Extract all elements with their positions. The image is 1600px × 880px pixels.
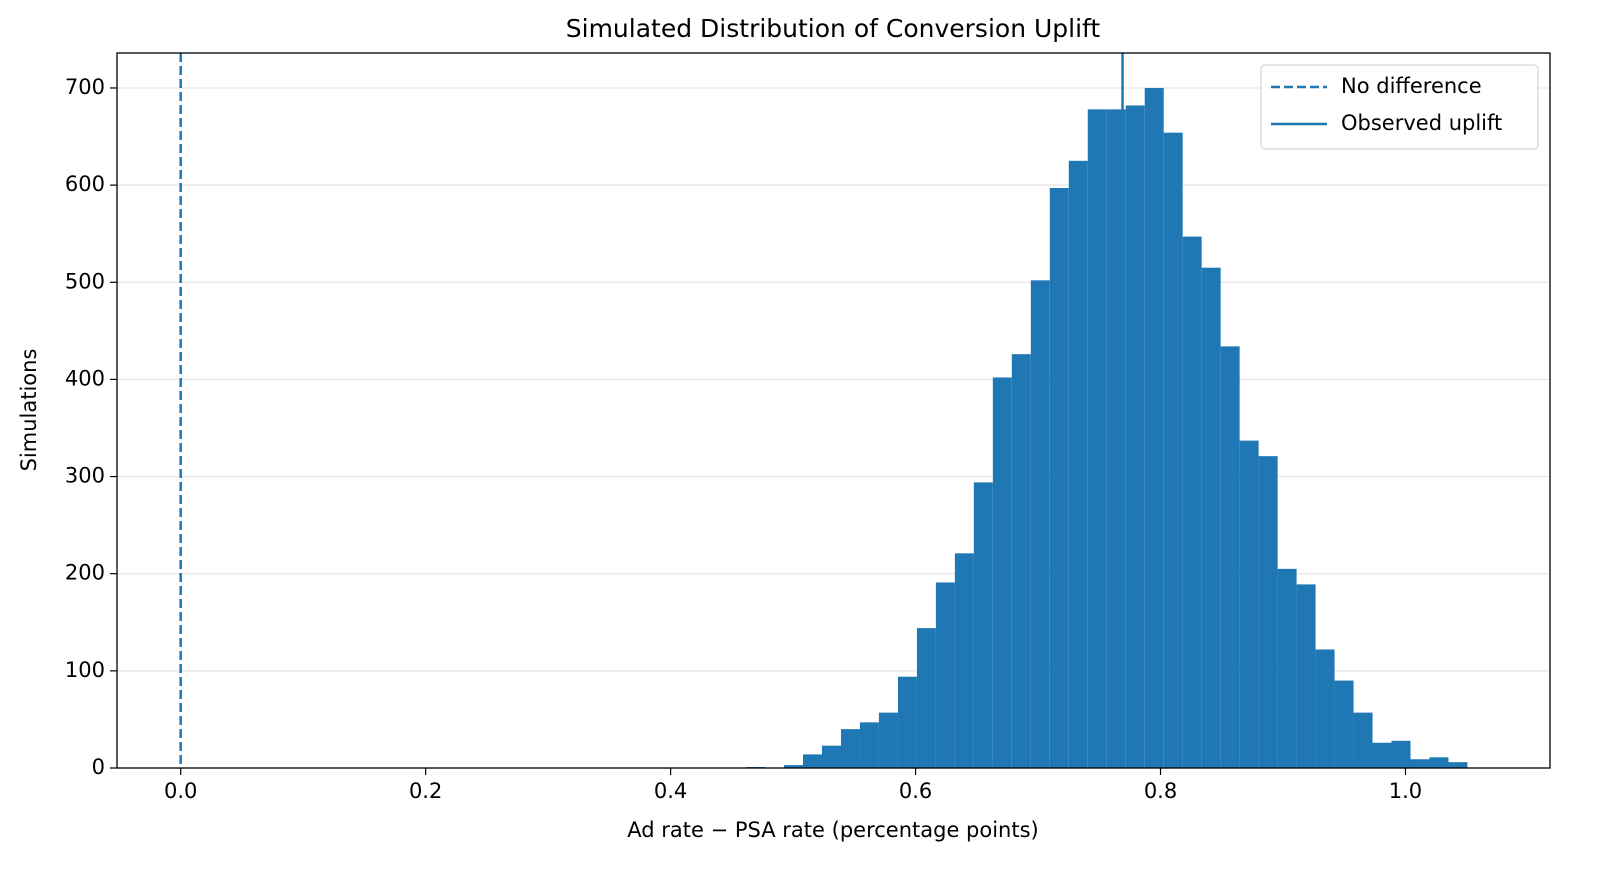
bar [1410,759,1430,768]
bar [1277,568,1297,768]
y-tick-label: 600 [65,172,105,196]
bar [992,377,1012,768]
bar [1239,440,1259,768]
bar [1429,757,1449,768]
bar [803,754,822,768]
bar [1220,346,1240,768]
x-tick-label: 0.6 [899,779,932,803]
bar [784,765,804,768]
bar [954,553,974,768]
plot-frame [116,52,1551,769]
bar [916,628,936,768]
bar [1106,109,1126,769]
bar [821,745,841,768]
bar [859,722,879,768]
y-tick-label: 500 [65,269,105,293]
x-axis-label: Ad rate − PSA rate (percentage points) [627,818,1038,842]
x-tick-label: 0.0 [164,779,197,803]
bar [1353,712,1373,768]
bar [1315,649,1335,768]
x-tick-label: 0.2 [409,779,442,803]
y-tick-label: 200 [65,561,105,585]
x-tick-label: 0.8 [1144,779,1177,803]
bar [1087,109,1107,769]
y-tick-label: 100 [65,658,105,682]
bar [840,729,860,768]
bar [1391,740,1411,768]
bar [1258,456,1278,768]
bar [897,676,917,768]
bar [1182,236,1202,769]
y-tick-label: 300 [65,464,105,488]
y-axis-label: Simulations [17,349,41,472]
y-tick-label: 700 [65,75,105,99]
x-tick-label: 0.4 [654,779,687,803]
bar [1144,87,1164,768]
bar [1125,105,1145,769]
bar [935,582,955,768]
bar [1448,762,1468,768]
bar [1030,280,1050,768]
bar [1011,354,1031,768]
bar [878,712,898,768]
legend-label: No difference [1341,74,1482,98]
bar [973,482,993,768]
bar [1049,188,1069,769]
y-tick-label: 400 [65,366,105,390]
bar [1334,680,1354,768]
x-tick-label: 1.0 [1389,779,1422,803]
y-tick-label: 0 [92,755,105,779]
legend-label: Observed uplift [1341,111,1502,135]
bar [1372,742,1392,768]
legend-box [1260,64,1539,150]
bar [1068,160,1088,768]
bar [1163,132,1183,768]
bar [1296,584,1316,768]
chart-title: Simulated Distribution of Conversion Upl… [566,14,1101,43]
bar [1201,267,1221,768]
